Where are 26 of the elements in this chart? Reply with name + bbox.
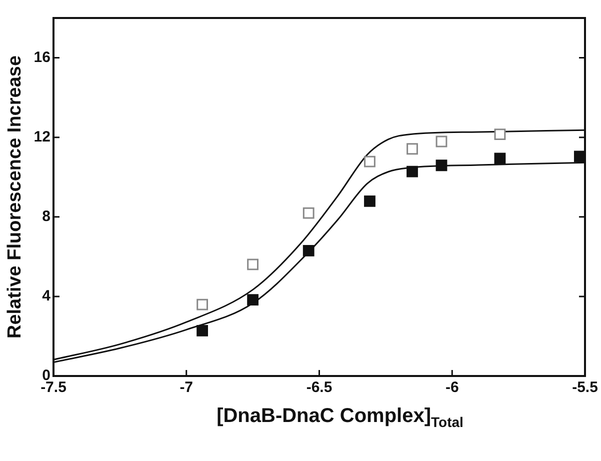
point — [196, 324, 208, 336]
point — [196, 298, 208, 310]
point — [574, 150, 585, 162]
point — [302, 245, 314, 256]
x-axis-title: [DnaB-DnaC Complex]$_{Total}$ — [216, 405, 464, 430]
y-tick-label: 8 — [42, 208, 50, 226]
point — [406, 166, 418, 178]
y-tick-label: 12 — [34, 128, 50, 146]
point — [247, 258, 259, 270]
point — [406, 143, 418, 155]
y-tick-label: 4 — [42, 288, 52, 305]
point — [364, 195, 376, 207]
x-tick-label: -6.5 — [306, 379, 332, 396]
x-tick-label: -7 — [180, 379, 194, 396]
point — [494, 128, 506, 140]
x-tick-label: -7.5 — [40, 379, 66, 396]
point — [436, 136, 448, 148]
x-tick-label: -6 — [445, 379, 459, 396]
x-tick-label: -5.5 — [572, 379, 598, 396]
y-axis-title: Relative Fluorescence Increase — [4, 55, 26, 339]
y-tick-label: 16 — [34, 48, 50, 66]
point — [494, 152, 506, 164]
point — [436, 160, 448, 172]
point — [364, 156, 376, 168]
point — [302, 207, 314, 219]
point — [247, 294, 259, 306]
